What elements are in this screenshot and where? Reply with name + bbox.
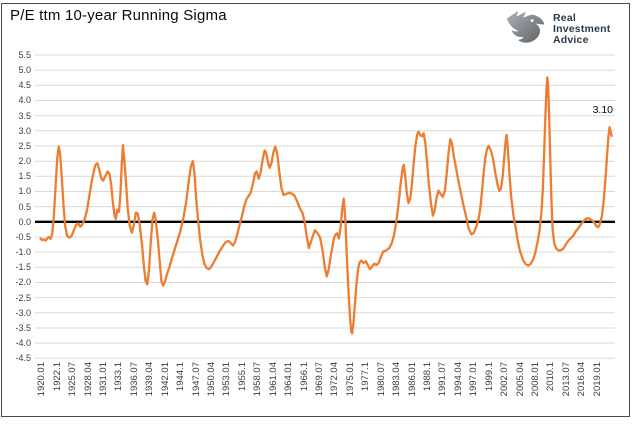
ria-logo-text: Real Investment Advice bbox=[553, 13, 610, 45]
chart-title: P/E ttm 10-year Running Sigma bbox=[10, 7, 227, 24]
ria-logo-line3: Advice bbox=[553, 33, 589, 46]
x-axis-label: 1928.04 bbox=[82, 362, 94, 397]
x-axis-label: 1986.01 bbox=[406, 362, 418, 397]
ria-logo-line2: Investment bbox=[553, 23, 611, 36]
sigma-series-line bbox=[39, 76, 613, 335]
y-axis-label: -4.5 bbox=[15, 353, 31, 364]
y-axis-label: 1.5 bbox=[18, 171, 31, 182]
y-axis-label: 4.0 bbox=[18, 95, 31, 106]
x-axis-label: 2008.01 bbox=[529, 362, 541, 397]
y-axis-label: -1.5 bbox=[15, 262, 31, 273]
x-axis-label: 1975.01 bbox=[344, 362, 356, 397]
chart-frame bbox=[1, 3, 630, 417]
y-axis-label: -4.0 bbox=[15, 338, 31, 349]
x-axis-label: 1953.01 bbox=[221, 362, 233, 397]
y-axis-label: -2.0 bbox=[15, 277, 31, 288]
y-axis-label: 0.5 bbox=[18, 201, 31, 212]
x-axis-label: 1920.01 bbox=[36, 362, 48, 397]
y-axis-label: 5.0 bbox=[18, 65, 31, 76]
y-axis-label: -0.5 bbox=[15, 231, 31, 242]
x-axis-label: 1966.1 bbox=[298, 362, 310, 392]
x-axis-label: 1999.1 bbox=[483, 362, 495, 392]
x-axis-label: 1933.1 bbox=[113, 362, 125, 392]
x-axis-label: 1994.04 bbox=[452, 362, 464, 397]
x-axis-label: 1939.04 bbox=[144, 362, 156, 397]
x-axis-label: 1931.01 bbox=[97, 362, 109, 397]
ria-logo-eagle-icon bbox=[504, 8, 546, 51]
ria-logo: Real Investment Advice bbox=[504, 8, 610, 51]
x-axis-label: 1936.07 bbox=[128, 362, 140, 397]
x-axis-label: 2010.1 bbox=[545, 362, 557, 392]
x-axis-label: 1980.07 bbox=[375, 362, 387, 397]
y-axis-label: 4.5 bbox=[18, 80, 31, 91]
x-axis-label: 1983.04 bbox=[391, 362, 402, 397]
x-axis-label: 2019.01 bbox=[591, 362, 603, 397]
x-axis-label: 2005.04 bbox=[514, 362, 526, 397]
x-axis-label: 1972.04 bbox=[329, 362, 341, 397]
x-axis-label: 2002.07 bbox=[499, 362, 510, 397]
x-axis-label: 1964.01 bbox=[283, 362, 294, 397]
x-axis-label: 1925.07 bbox=[67, 362, 79, 397]
x-axis-label: 1958.07 bbox=[252, 362, 264, 397]
y-axis-label: 2.5 bbox=[18, 140, 31, 151]
x-axis-label: 1944.1 bbox=[175, 362, 186, 392]
y-axis-label: -2.5 bbox=[15, 292, 31, 303]
x-axis-label: 1947.07 bbox=[190, 362, 202, 397]
ria-logo-line1: Real bbox=[553, 12, 576, 25]
y-axis-label: 0.0 bbox=[18, 216, 31, 227]
x-axis-label: 1961.04 bbox=[267, 362, 279, 397]
x-axis-label: 2013.07 bbox=[560, 362, 572, 397]
x-axis-label: 1969.07 bbox=[313, 362, 325, 397]
y-axis-label: -3.0 bbox=[15, 307, 31, 318]
x-axis-label: 1988.1 bbox=[421, 362, 433, 392]
y-axis-label: 3.5 bbox=[18, 110, 31, 121]
y-axis-label: 5.5 bbox=[18, 50, 31, 60]
x-axis-label: 1922.1 bbox=[51, 362, 63, 392]
x-axis-label: 2016.04 bbox=[576, 362, 588, 397]
x-axis-label: 1997.01 bbox=[468, 362, 480, 397]
x-axis-label: 1991.07 bbox=[437, 362, 449, 397]
y-axis-label: 3.0 bbox=[18, 125, 31, 136]
y-axis-label: -3.5 bbox=[15, 322, 31, 333]
last-value-label: 3.10 bbox=[592, 104, 613, 116]
y-axis-label: -1.0 bbox=[15, 247, 31, 258]
x-axis-label: 1955.1 bbox=[236, 362, 248, 392]
x-axis-label: 1950.04 bbox=[205, 362, 217, 397]
x-axis-label: 1977.1 bbox=[360, 362, 372, 392]
y-axis-label: 1.0 bbox=[18, 186, 31, 197]
x-axis-label: 1942.01 bbox=[159, 362, 171, 397]
y-axis-label: 2.0 bbox=[18, 156, 31, 167]
